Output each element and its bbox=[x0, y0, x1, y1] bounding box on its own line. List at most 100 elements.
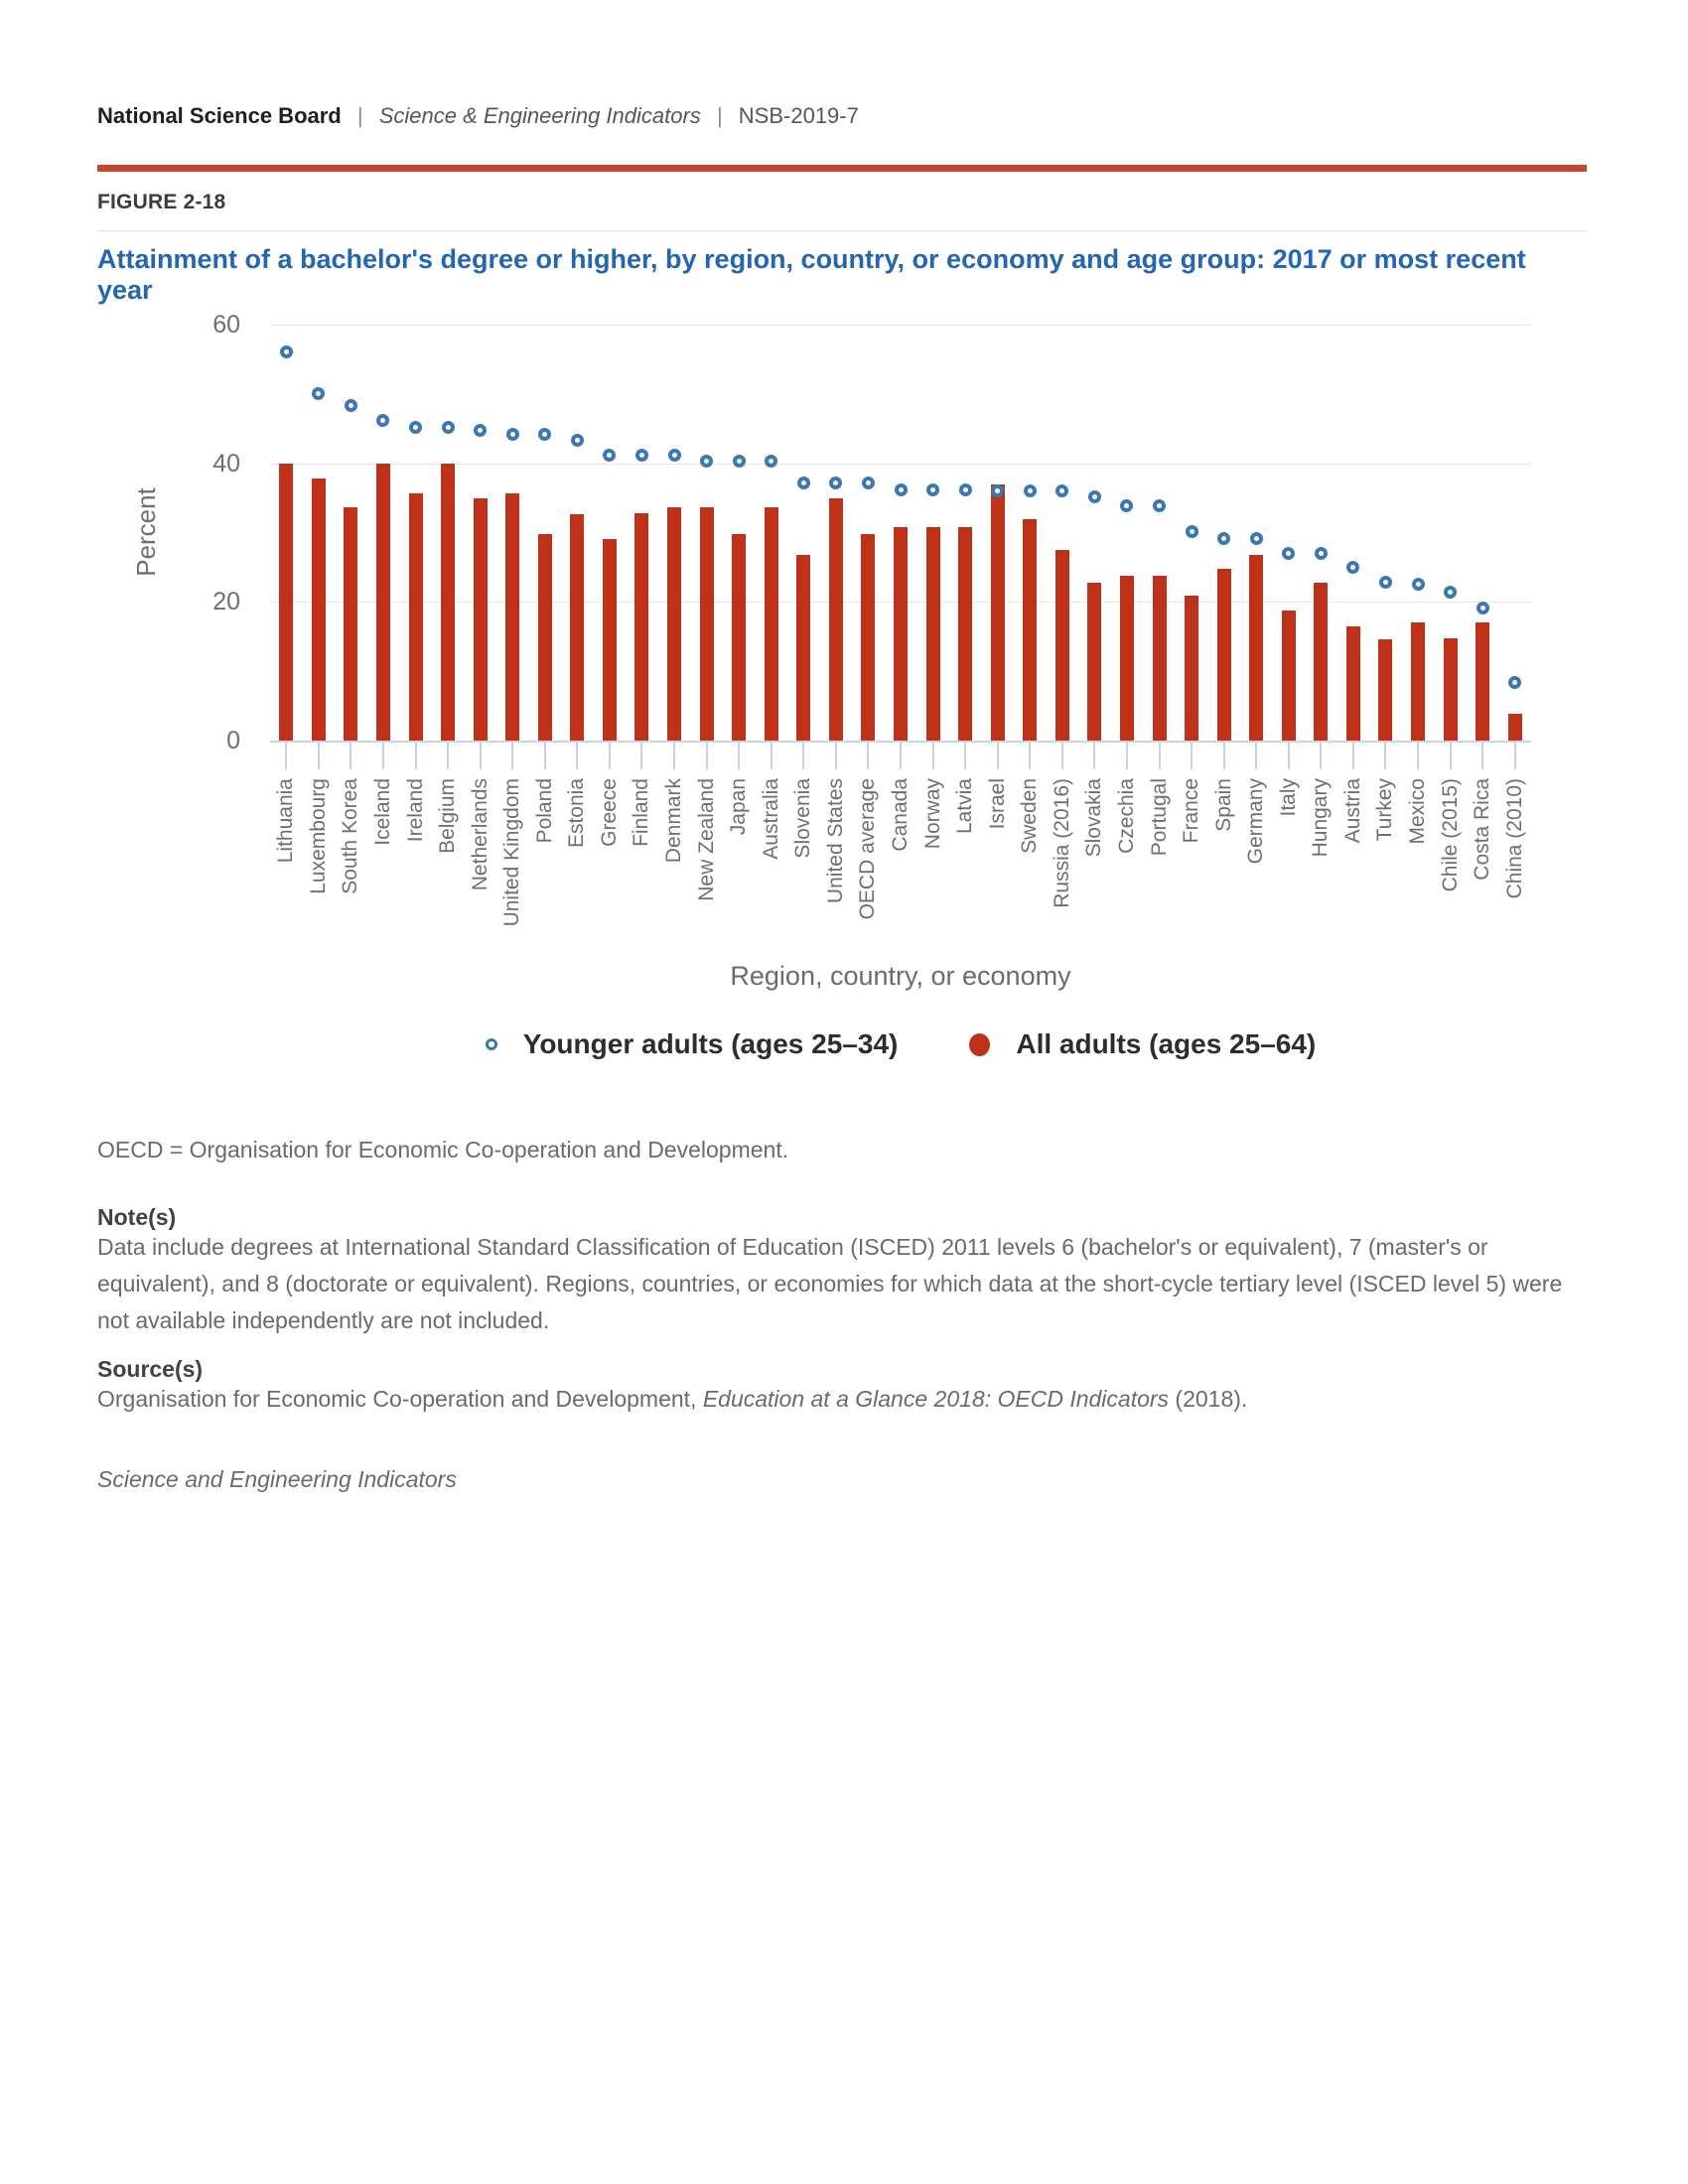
x-axis-label: Belgium bbox=[436, 778, 460, 854]
bar-Denmark[interactable] bbox=[667, 506, 682, 741]
bar-Belgium[interactable] bbox=[441, 463, 456, 741]
dot-Poland[interactable] bbox=[538, 428, 552, 442]
legend-item-younger-adults[interactable]: Younger adults (ages 25–34) bbox=[485, 1028, 899, 1060]
dot-Lithuania[interactable] bbox=[279, 345, 293, 359]
dot-Israel[interactable] bbox=[991, 484, 1005, 498]
dot-Hungary[interactable] bbox=[1314, 546, 1328, 560]
dot-United States[interactable] bbox=[829, 476, 843, 489]
dot-Russia (2016)[interactable] bbox=[1055, 484, 1069, 498]
bar-Israel[interactable] bbox=[990, 484, 1005, 741]
dot-Norway[interactable] bbox=[926, 482, 940, 496]
bar-Spain[interactable] bbox=[1216, 569, 1231, 741]
bar-United States[interactable] bbox=[828, 498, 843, 741]
dot-Mexico[interactable] bbox=[1411, 578, 1425, 592]
bar-Germany[interactable] bbox=[1249, 554, 1264, 741]
dot-Netherlands[interactable] bbox=[474, 423, 488, 437]
bar-Lithuania[interactable] bbox=[279, 463, 294, 741]
bar-Chile (2015)[interactable] bbox=[1443, 637, 1458, 741]
category-tick bbox=[1191, 743, 1194, 769]
source-text: Organisation for Economic Co-operation a… bbox=[97, 1381, 1592, 1418]
dot-Costa Rica[interactable] bbox=[1476, 602, 1489, 615]
bar-Norway[interactable] bbox=[925, 526, 940, 741]
bar-OECD average[interactable] bbox=[861, 533, 876, 741]
dot-Slovakia[interactable] bbox=[1087, 489, 1101, 503]
x-axis-label: Turkey bbox=[1373, 778, 1397, 842]
dot-France[interactable] bbox=[1185, 525, 1198, 539]
bar-Iceland[interactable] bbox=[375, 463, 390, 741]
dot-Denmark[interactable] bbox=[667, 449, 681, 463]
dot-Canada[interactable] bbox=[894, 482, 908, 496]
dot-Luxembourg[interactable] bbox=[312, 387, 326, 401]
category-tick bbox=[931, 743, 934, 769]
dot-China (2010)[interactable] bbox=[1508, 675, 1522, 689]
dot-United Kingdom[interactable] bbox=[505, 428, 519, 442]
bar-Russia (2016)[interactable] bbox=[1055, 549, 1069, 741]
x-axis-label: United States bbox=[823, 778, 847, 904]
publication-name: Science & Engineering Indicators bbox=[378, 103, 701, 128]
dot-Italy[interactable] bbox=[1282, 546, 1296, 560]
dot-Ireland[interactable] bbox=[409, 421, 423, 435]
dot-South Korea[interactable] bbox=[344, 399, 357, 413]
bar-United Kingdom[interactable] bbox=[505, 492, 520, 741]
source-title: Education at a Glance 2018: OECD Indicat… bbox=[702, 1386, 1170, 1412]
bar-Czechia[interactable] bbox=[1119, 576, 1134, 741]
category-tick bbox=[705, 743, 708, 769]
dot-Portugal[interactable] bbox=[1153, 498, 1166, 512]
bar-Mexico[interactable] bbox=[1411, 622, 1426, 741]
bar-Slovakia[interactable] bbox=[1087, 583, 1102, 741]
dot-Iceland[interactable] bbox=[376, 413, 390, 427]
bar-Austria[interactable] bbox=[1345, 625, 1360, 741]
x-axis-label: Israel bbox=[985, 778, 1009, 830]
dot-Sweden[interactable] bbox=[1023, 484, 1037, 498]
bar-Latvia[interactable] bbox=[958, 526, 973, 741]
bar-China (2010)[interactable] bbox=[1507, 713, 1522, 741]
legend-item-all-adults[interactable]: All adults (ages 25–64) bbox=[969, 1028, 1316, 1060]
figure-title: Attainment of a bachelor's degree or hig… bbox=[97, 244, 1526, 305]
category-tick bbox=[640, 743, 643, 769]
x-axis-label: Denmark bbox=[662, 778, 686, 864]
dot-Spain[interactable] bbox=[1217, 531, 1231, 545]
bar-Slovenia[interactable] bbox=[796, 554, 811, 741]
bar-Ireland[interactable] bbox=[408, 492, 423, 741]
bar-Greece[interactable] bbox=[602, 539, 617, 741]
dot-Finland[interactable] bbox=[634, 449, 648, 463]
category-tick bbox=[608, 743, 611, 769]
dot-Slovenia[interactable] bbox=[796, 476, 810, 489]
bar-Costa Rica[interactable] bbox=[1476, 622, 1490, 741]
legend-label-younger: Younger adults (ages 25–34) bbox=[522, 1028, 899, 1059]
bar-France[interactable] bbox=[1185, 596, 1199, 741]
dot-Turkey[interactable] bbox=[1378, 575, 1392, 589]
bar-Luxembourg[interactable] bbox=[311, 478, 326, 741]
bar-Hungary[interactable] bbox=[1314, 583, 1329, 741]
bar-Estonia[interactable] bbox=[570, 513, 585, 741]
x-axis-label: Hungary bbox=[1309, 778, 1333, 858]
bar-Portugal[interactable] bbox=[1152, 576, 1167, 741]
dot-New Zealand[interactable] bbox=[700, 455, 714, 468]
category-tick bbox=[511, 743, 514, 769]
bar-South Korea[interactable] bbox=[344, 506, 358, 741]
bar-Turkey[interactable] bbox=[1378, 639, 1393, 741]
bar-Italy[interactable] bbox=[1281, 610, 1296, 741]
bar-Sweden[interactable] bbox=[1023, 519, 1038, 741]
category-tick bbox=[802, 743, 805, 769]
bar-Australia[interactable] bbox=[764, 506, 778, 741]
dot-Czechia[interactable] bbox=[1120, 498, 1134, 512]
dot-Greece[interactable] bbox=[603, 449, 617, 463]
bar-New Zealand[interactable] bbox=[699, 506, 714, 741]
dot-Belgium[interactable] bbox=[441, 421, 455, 435]
dot-Chile (2015)[interactable] bbox=[1444, 586, 1458, 600]
dot-Latvia[interactable] bbox=[958, 483, 972, 497]
dot-Estonia[interactable] bbox=[570, 434, 584, 448]
dot-Japan[interactable] bbox=[732, 455, 746, 468]
bar-Japan[interactable] bbox=[732, 533, 747, 741]
dot-Germany[interactable] bbox=[1249, 532, 1263, 546]
category-tick bbox=[414, 743, 417, 769]
dot-Australia[interactable] bbox=[765, 455, 778, 468]
bar-Finland[interactable] bbox=[634, 512, 649, 741]
dot-Austria[interactable] bbox=[1346, 560, 1360, 574]
bar-Netherlands[interactable] bbox=[473, 498, 488, 741]
x-axis-label: Poland bbox=[532, 778, 556, 844]
bar-Canada[interactable] bbox=[894, 526, 908, 741]
bar-Poland[interactable] bbox=[537, 533, 552, 741]
dot-OECD average[interactable] bbox=[861, 476, 875, 489]
